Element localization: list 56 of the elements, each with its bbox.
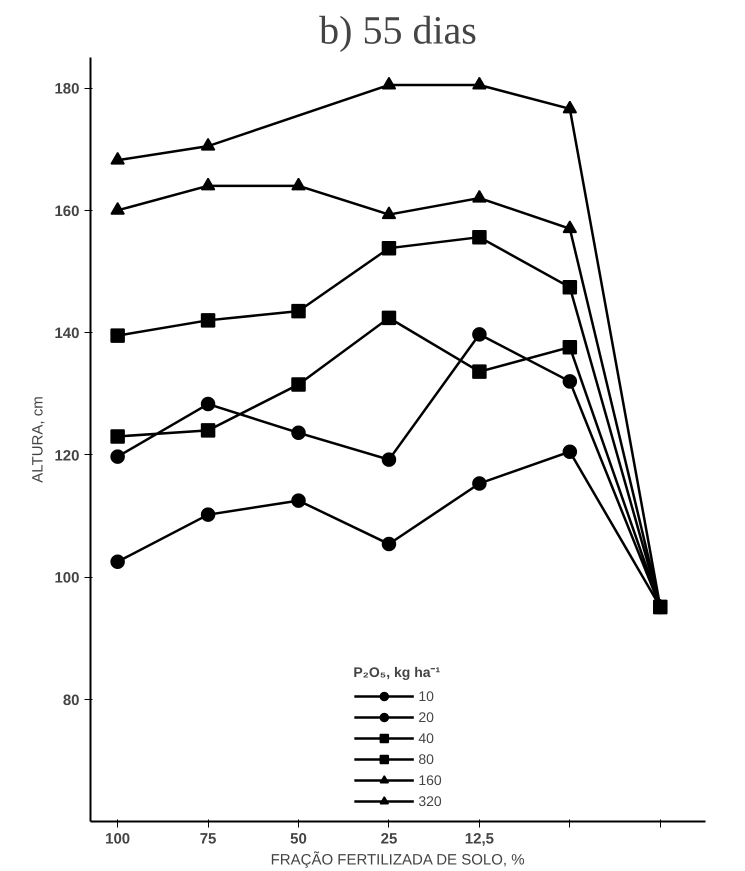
point bbox=[382, 452, 396, 467]
x-tick-label: 75 bbox=[200, 830, 216, 848]
point bbox=[382, 240, 396, 256]
point bbox=[472, 476, 487, 491]
y-tick-label: 140 bbox=[54, 325, 80, 342]
x-tick-label: 12,5 bbox=[464, 830, 494, 848]
point bbox=[562, 340, 578, 354]
point bbox=[200, 178, 216, 190]
point bbox=[472, 76, 487, 90]
point bbox=[291, 426, 306, 440]
y-tick-label: 100 bbox=[54, 570, 80, 587]
x-tick-label: 50 bbox=[290, 830, 307, 848]
x-tick-label: 25 bbox=[380, 830, 398, 848]
point bbox=[110, 328, 125, 343]
point bbox=[472, 364, 487, 379]
y-tick-label: 120 bbox=[54, 447, 80, 464]
legend-label: 10 bbox=[418, 688, 435, 704]
point bbox=[472, 190, 487, 203]
point bbox=[382, 536, 396, 552]
y-tick-label: 180 bbox=[54, 80, 80, 98]
point bbox=[382, 76, 396, 90]
point bbox=[110, 152, 125, 165]
y-tick-label: 80 bbox=[62, 692, 80, 709]
y-axis-title: ALTURA, cm bbox=[29, 396, 46, 483]
point bbox=[110, 202, 125, 215]
legend-label: 160 bbox=[418, 772, 442, 788]
point bbox=[562, 280, 578, 295]
legend-label: 20 bbox=[418, 709, 435, 725]
point bbox=[472, 230, 487, 244]
point bbox=[291, 178, 306, 190]
point bbox=[472, 327, 487, 342]
point bbox=[200, 313, 216, 328]
point bbox=[291, 493, 306, 508]
legend-label: 80 bbox=[418, 751, 435, 767]
point bbox=[110, 554, 125, 569]
point bbox=[110, 429, 125, 444]
point bbox=[562, 220, 578, 234]
point bbox=[382, 310, 396, 326]
point bbox=[200, 423, 216, 438]
x-tick-label: 100 bbox=[105, 830, 130, 848]
point bbox=[562, 444, 578, 459]
point bbox=[200, 138, 216, 151]
point bbox=[562, 100, 578, 114]
point bbox=[562, 374, 578, 389]
point bbox=[291, 304, 306, 318]
legend-title: P₂O₅, kg ha⁻¹ bbox=[353, 663, 442, 681]
point bbox=[200, 396, 216, 412]
chart-title: b) 55 dias bbox=[319, 8, 477, 52]
point bbox=[382, 206, 396, 220]
legend-label: 320 bbox=[418, 793, 442, 809]
y-tick-label: 160 bbox=[54, 202, 80, 220]
legend-label: 40 bbox=[418, 730, 435, 746]
x-axis-title: FRAÇÃO FERTILIZADA DE SOLO, % bbox=[270, 850, 525, 868]
point bbox=[291, 377, 306, 392]
point bbox=[200, 507, 216, 522]
point bbox=[110, 449, 125, 464]
